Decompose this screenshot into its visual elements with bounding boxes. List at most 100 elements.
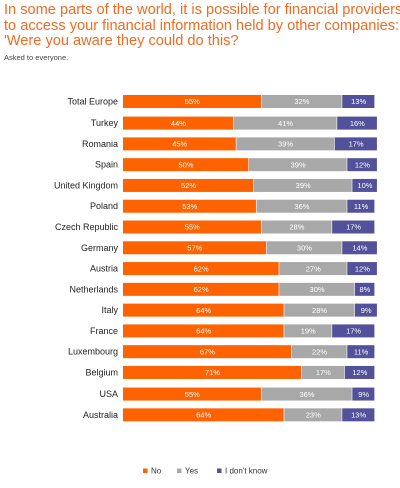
value-label-yes-france: 19% <box>301 327 316 336</box>
value-label-i-don-t-know-netherlands: 8% <box>359 285 370 294</box>
category-label-austria: Austria <box>90 264 118 274</box>
bar-i-don-t-know-france <box>332 324 375 338</box>
value-label-yes-poland: 36% <box>294 202 309 211</box>
value-label-i-don-t-know-germany: 14% <box>352 243 367 252</box>
bar-yes-belgium <box>301 365 345 379</box>
bar-yes-poland <box>256 199 347 213</box>
bar-yes-australia <box>284 408 342 422</box>
bar-no-usa <box>123 387 261 401</box>
value-label-no-turkey: 44% <box>171 119 186 128</box>
chart-title: In some parts of the world, it is possib… <box>4 2 400 50</box>
chart-title-line-1: In some parts of the world, it is possib… <box>4 2 400 18</box>
value-label-no-italy: 64% <box>196 306 211 315</box>
value-label-no-belgium: 71% <box>205 368 220 377</box>
value-label-i-don-t-know-italy: 9% <box>361 306 372 315</box>
bar-yes-italy <box>284 303 355 317</box>
category-label-turkey: Turkey <box>91 118 119 128</box>
value-label-i-don-t-know-united-kingdom: 10% <box>357 181 372 190</box>
value-label-no-luxembourg: 67% <box>200 347 215 356</box>
bar-i-don-t-know-poland <box>347 199 375 213</box>
value-label-no-total-europe: 55% <box>185 97 200 106</box>
value-label-yes-luxembourg: 22% <box>312 347 327 356</box>
value-label-i-don-t-know-romania: 17% <box>349 140 364 149</box>
value-label-yes-austria: 27% <box>306 264 321 273</box>
value-label-no-usa: 55% <box>185 390 200 399</box>
category-label-germany: Germany <box>81 243 119 253</box>
value-label-i-don-t-know-czech-republic: 17% <box>346 223 361 232</box>
bar-no-netherlands <box>123 282 279 296</box>
legend-swatch-yes <box>177 468 182 473</box>
bar-yes-netherlands <box>279 282 355 296</box>
bar-i-don-t-know-czech-republic <box>332 220 375 234</box>
value-label-yes-turkey: 41% <box>278 119 293 128</box>
chart-title-line-3: 'Were you aware they could do this? <box>4 33 239 49</box>
category-label-luxembourg: Luxembourg <box>68 347 118 357</box>
legend-label-no: No <box>151 467 162 476</box>
value-label-i-don-t-know-austria: 12% <box>355 264 370 273</box>
bar-no-romania <box>123 137 236 151</box>
chart-title-line-2: to access your financial information hel… <box>4 17 400 34</box>
category-label-netherlands: Netherlands <box>69 284 118 294</box>
value-label-yes-romania: 39% <box>278 140 293 149</box>
bar-yes-france <box>284 324 332 338</box>
bar-no-germany <box>123 241 267 255</box>
bar-i-don-t-know-usa <box>352 387 375 401</box>
chart-subtitle: Asked to everyone. <box>4 53 69 62</box>
bar-no-total-europe <box>123 95 261 108</box>
category-label-romania: Romania <box>82 139 118 149</box>
bar-i-don-t-know-turkey <box>337 116 377 130</box>
value-label-yes-netherlands: 30% <box>310 285 325 294</box>
value-label-i-don-t-know-turkey: 16% <box>350 119 365 128</box>
value-label-i-don-t-know-total-europe: 13% <box>351 97 366 106</box>
bar-i-don-t-know-spain <box>347 158 377 172</box>
value-label-no-austria: 62% <box>194 264 209 273</box>
value-label-yes-italy: 28% <box>312 306 327 315</box>
value-label-yes-czech-republic: 28% <box>289 223 304 232</box>
value-label-no-romania: 45% <box>172 140 187 149</box>
value-label-i-don-t-know-france: 17% <box>346 327 361 336</box>
bar-no-italy <box>123 303 284 317</box>
value-label-yes-australia: 23% <box>306 411 321 420</box>
value-label-no-spain: 50% <box>178 160 193 169</box>
bar-no-czech-republic <box>123 220 261 234</box>
value-label-no-australia: 64% <box>196 411 211 420</box>
bar-yes-czech-republic <box>261 220 332 234</box>
value-label-no-netherlands: 62% <box>194 285 209 294</box>
bar-i-don-t-know-luxembourg <box>347 345 375 359</box>
bar-i-don-t-know-australia <box>342 408 375 422</box>
legend-swatch-i-don-t-know <box>217 468 222 473</box>
legend-label-i-don-t-know: I don't know <box>225 467 268 476</box>
bar-yes-germany <box>266 241 342 255</box>
category-label-australia: Australia <box>83 410 118 420</box>
value-label-i-don-t-know-spain: 12% <box>355 160 370 169</box>
bar-yes-luxembourg <box>291 345 347 359</box>
bar-no-australia <box>123 408 284 422</box>
bar-yes-total-europe <box>261 95 342 108</box>
bar-no-austria <box>123 262 279 276</box>
bar-i-don-t-know-total-europe <box>342 95 375 108</box>
value-label-yes-spain: 39% <box>291 160 306 169</box>
category-label-united-kingdom: United Kingdom <box>54 180 118 190</box>
category-label-usa: USA <box>99 389 118 399</box>
legend-label-yes: Yes <box>185 467 198 476</box>
legend-swatch-no <box>143 468 148 473</box>
bar-i-don-t-know-romania <box>334 137 377 151</box>
value-label-yes-belgium: 17% <box>316 368 331 377</box>
bar-i-don-t-know-netherlands <box>354 282 375 296</box>
bar-yes-romania <box>236 137 335 151</box>
value-label-yes-germany: 30% <box>297 243 312 252</box>
value-label-yes-total-europe: 32% <box>294 97 309 106</box>
bar-yes-united-kingdom <box>254 178 352 192</box>
bar-i-don-t-know-italy <box>354 303 377 317</box>
bar-no-belgium <box>123 365 302 379</box>
value-label-yes-usa: 36% <box>299 390 314 399</box>
value-label-i-don-t-know-poland: 11% <box>354 202 369 211</box>
value-label-no-france: 64% <box>196 327 211 336</box>
bar-i-don-t-know-germany <box>342 241 377 255</box>
bar-no-spain <box>123 158 249 172</box>
bar-yes-austria <box>279 262 347 276</box>
bar-no-luxembourg <box>123 345 292 359</box>
category-label-belgium: Belgium <box>85 367 118 377</box>
category-label-italy: Italy <box>101 305 118 315</box>
